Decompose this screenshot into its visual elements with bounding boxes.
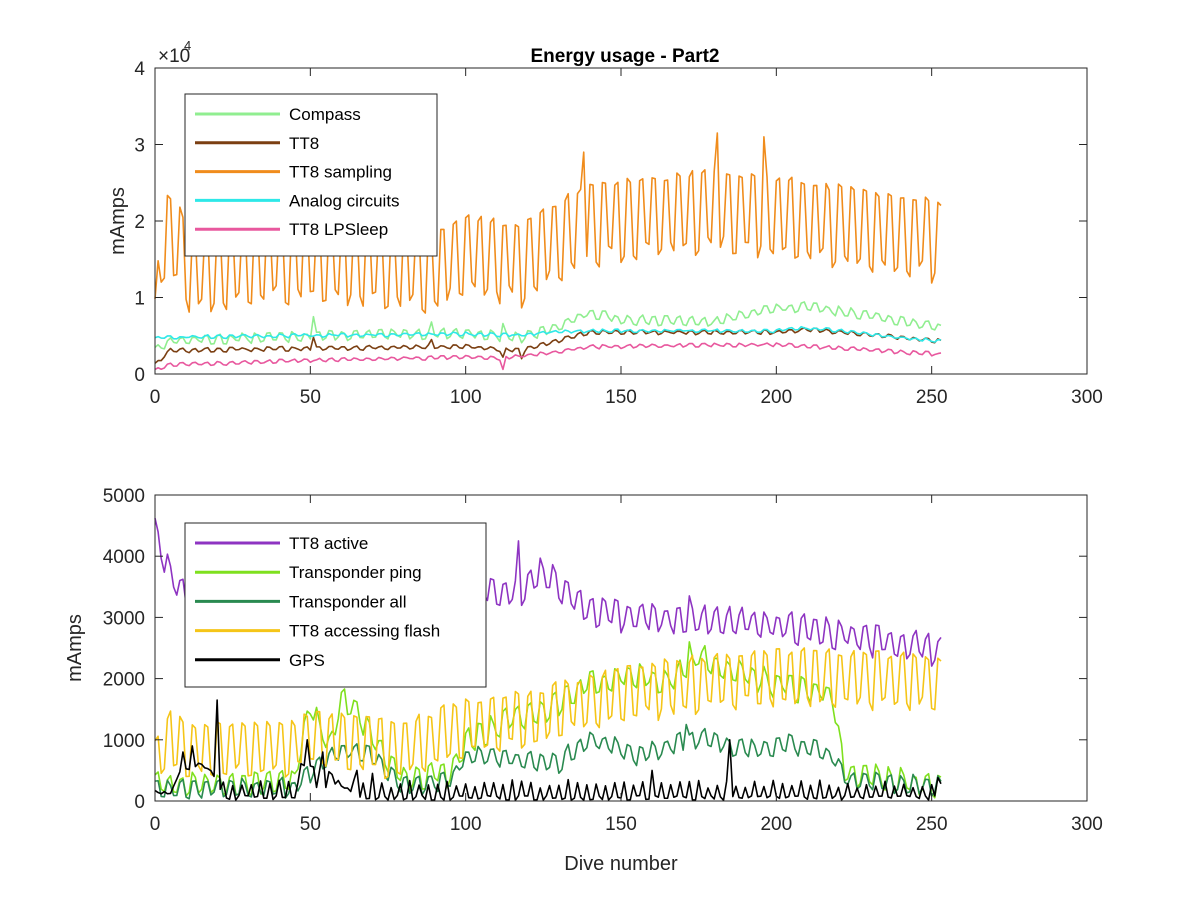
y-exponent-prefix: ×10: [158, 46, 190, 67]
legend-item: TT8 sampling: [195, 163, 392, 182]
legend-item: GPS: [195, 651, 325, 670]
y-exponent-value: 4: [184, 38, 191, 53]
legend-label: Compass: [289, 105, 361, 124]
y-tick-label: 3: [134, 136, 145, 157]
x-tick-label: 250: [916, 387, 948, 408]
legend-label: TT8 sampling: [289, 163, 392, 182]
series-line-gps: [154, 699, 942, 802]
x-tick-label: 300: [1071, 387, 1103, 408]
legend-item: Transponder all: [195, 592, 407, 611]
top-subplot: Energy usage - Part2 ×10 4 mAmps 0 50 100 1…: [107, 38, 1103, 408]
legend-label: TT8 active: [289, 534, 368, 553]
y-tick-label: 3000: [103, 608, 145, 629]
x-tick-label: 250: [916, 814, 948, 835]
y-tick-label: 2: [134, 212, 145, 233]
y-tick-label: 0: [134, 792, 145, 813]
legend-item: TT8 accessing flash: [195, 622, 440, 641]
x-tick-label: 100: [450, 387, 482, 408]
y-tick-label: 0: [134, 365, 145, 386]
x-tick-label: 200: [760, 814, 792, 835]
x-axis-label: Dive number: [564, 853, 678, 875]
legend-item: TT8: [195, 134, 319, 153]
legend-item: TT8 LPSleep: [195, 220, 388, 239]
axes: 0 50 100 150 200 250 300 0 1 2 3 4: [134, 59, 1102, 408]
x-tick-label: 0: [150, 387, 161, 408]
y-tick-label: 1: [134, 289, 145, 310]
chart-title: Energy usage - Part2: [530, 46, 719, 67]
legend-label: GPS: [289, 651, 325, 670]
y-tick-label: 4000: [103, 547, 145, 568]
x-tick-label: 150: [605, 387, 637, 408]
x-tick-label: 150: [605, 814, 637, 835]
series-group: [154, 132, 942, 371]
y-axis-label: mAmps: [64, 614, 86, 682]
x-tick-label: 100: [450, 814, 482, 835]
bottom-subplot: mAmps Dive number 0 50 100 150 200 250 3000100…: [64, 486, 1103, 875]
series-line-tt8-accessing-flash: [154, 647, 942, 780]
y-tick-label: 2000: [103, 670, 145, 691]
y-tick-label: 4: [134, 59, 145, 80]
y-tick-label: 1000: [103, 731, 145, 752]
y-tick-label: 5000: [103, 486, 145, 507]
x-tick-label: 50: [300, 814, 321, 835]
legend-label: TT8: [289, 134, 319, 153]
y-exponent-label: ×10 4: [158, 38, 191, 67]
x-tick-label: 300: [1071, 814, 1103, 835]
y-axis-label: mAmps: [107, 187, 129, 255]
legend-item: Transponder ping: [195, 563, 422, 582]
legend-label: Analog circuits: [289, 191, 400, 210]
legend-label: Transponder all: [289, 592, 407, 611]
legend-item: Compass: [195, 105, 361, 124]
legend-label: TT8 LPSleep: [289, 220, 388, 239]
legend: Compass TT8 TT8 sampling Analog circuits TT8…: [184, 93, 438, 257]
series-line-tt8: [154, 326, 942, 364]
x-tick-label: 200: [760, 387, 792, 408]
series-line-analog-circuits: [154, 325, 942, 343]
x-tick-label: 50: [300, 387, 321, 408]
legend-item: TT8 active: [195, 534, 368, 553]
x-tick-label: 0: [150, 814, 161, 835]
legend: TT8 active Transponder ping Transponder al…: [184, 522, 487, 688]
legend-label: TT8 accessing flash: [289, 622, 440, 641]
series-line-tt8-sampling: [154, 132, 942, 314]
legend-item: Analog circuits: [195, 191, 400, 210]
legend-label: Transponder ping: [289, 563, 422, 582]
series-line-tt8-lpsleep: [154, 342, 942, 371]
